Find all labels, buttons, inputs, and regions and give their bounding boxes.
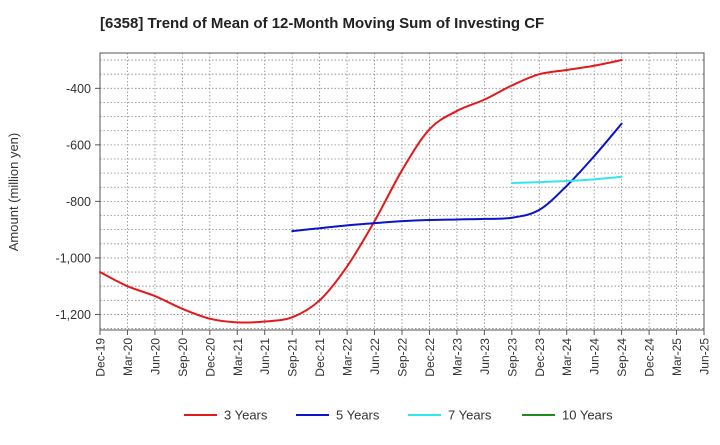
x-tick-label: Mar-20 — [121, 338, 135, 376]
x-tick-label: Mar-25 — [670, 338, 684, 376]
series-line-5-years — [291, 122, 623, 233]
chart-title: [6358] Trend of Mean of 12-Month Moving … — [100, 15, 544, 32]
x-tick-label: Sep-22 — [396, 338, 410, 377]
x-tick-label: Jun-24 — [588, 338, 602, 375]
legend-label-5-years: 5 Years — [336, 408, 380, 423]
x-tick-label: Jun-21 — [258, 338, 272, 375]
x-tick-label: Dec-20 — [203, 338, 217, 377]
x-tick-label: Mar-24 — [560, 338, 574, 376]
y-axis-label: Amount (million yen) — [6, 133, 21, 252]
y-tick-label: -600 — [66, 138, 91, 152]
x-tick-label: Sep-21 — [286, 338, 300, 377]
legend-label-3-years: 3 Years — [224, 408, 268, 423]
y-tick-label: -1,200 — [56, 308, 91, 322]
y-tick-label: -800 — [66, 195, 91, 209]
x-tick-label: Dec-22 — [423, 338, 437, 377]
x-tick-label: Jun-23 — [478, 338, 492, 375]
x-tick-label: Sep-24 — [615, 338, 629, 377]
x-tick-label: Mar-21 — [231, 338, 245, 376]
legend: 3 Years 5 Years 7 Years 10 Years — [184, 408, 613, 423]
series-line-7-years — [510, 175, 623, 185]
x-tick-label: Jun-20 — [148, 338, 162, 375]
axes: -400 -600 -800 -1,000 -1,200 Dec-19 Mar-20 Jun-… — [56, 52, 712, 377]
series-line-3-years — [99, 59, 623, 324]
legend-label-7-years: 7 Years — [448, 408, 492, 423]
x-tick-label: Jun-22 — [368, 338, 382, 375]
y-tick-label: -1,000 — [56, 251, 91, 265]
x-tick-label: Jun-25 — [698, 338, 712, 375]
series-lines — [99, 59, 623, 324]
x-tick-label: Dec-23 — [533, 338, 547, 377]
x-tick-label: Sep-23 — [505, 338, 519, 377]
x-tick-label: Sep-20 — [176, 338, 190, 377]
x-tick-label: Dec-21 — [313, 338, 327, 377]
y-tick-label: -400 — [66, 82, 91, 96]
x-tick-label: Mar-23 — [450, 338, 464, 376]
x-tick-label: Dec-19 — [94, 338, 108, 377]
x-tick-label: Mar-22 — [341, 338, 355, 376]
x-tick-label: Dec-24 — [643, 338, 657, 377]
legend-label-10-years: 10 Years — [562, 408, 613, 423]
grid-lines — [99, 53, 705, 330]
